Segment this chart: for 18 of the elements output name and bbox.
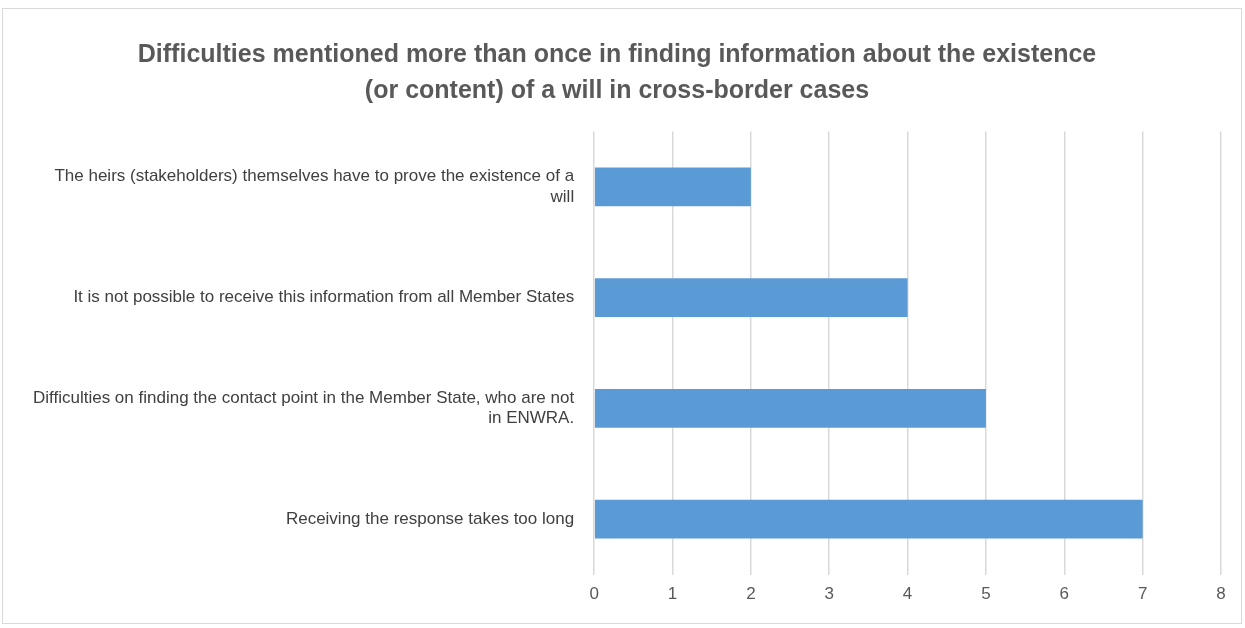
x-tick-label: 6 (1059, 584, 1070, 604)
x-tick-label: 2 (746, 584, 756, 604)
bar (594, 499, 1143, 539)
bar (594, 278, 908, 318)
x-tick-label: 3 (824, 584, 834, 604)
bar (594, 167, 751, 207)
x-tick-label: 4 (902, 584, 913, 604)
x-tick-label: 0 (589, 584, 599, 604)
x-tick-label: 8 (1216, 584, 1226, 604)
y-tick-label: The heirs (stakeholders) themselves have to prove the existence of a will (54, 166, 575, 206)
y-tick-label: It is not possible to receive this information from all Member States (73, 287, 575, 307)
bar (594, 389, 986, 428)
x-tick-label: 7 (1137, 584, 1148, 604)
y-tick-label: Receiving the response takes too long (285, 508, 575, 528)
chart-title: Difficulties mentioned more than once in finding information about the existence (or content) of a will in cross-border cases (137, 39, 1097, 104)
x-tick-label: 5 (981, 584, 991, 604)
x-tick-label: 1 (667, 584, 678, 604)
y-tick-label: Difficulties on finding the contact point in the Member State, who are not in ENWRA. (32, 387, 575, 428)
